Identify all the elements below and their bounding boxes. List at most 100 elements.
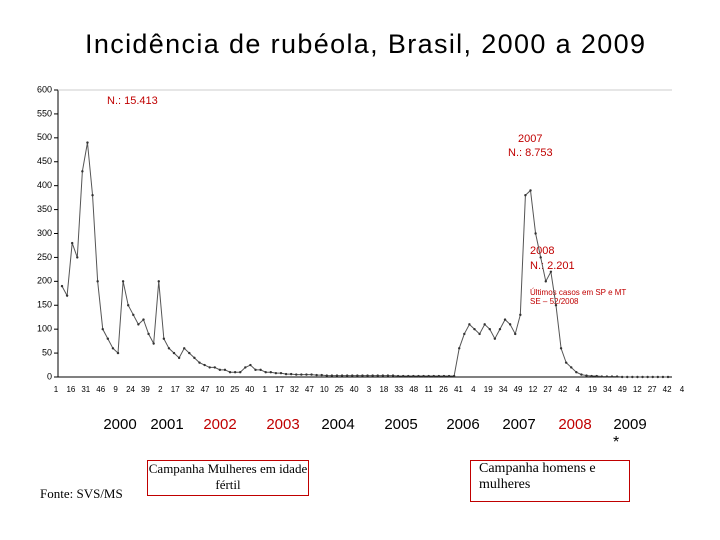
data-point [340, 374, 344, 377]
data-point [452, 374, 456, 378]
data-point [65, 294, 69, 297]
data-point [177, 356, 181, 360]
data-point [183, 347, 186, 350]
y-tick-label: 50 [42, 347, 52, 357]
year-label: 2004 [321, 416, 354, 433]
data-point [529, 189, 532, 192]
x-tick-label: 33 [394, 385, 403, 394]
x-tick-label: 34 [499, 385, 508, 394]
data-point [269, 371, 272, 374]
data-point [127, 304, 130, 307]
data-point [213, 366, 216, 369]
data-point [376, 374, 379, 377]
data-point [239, 371, 242, 374]
data-point [508, 323, 512, 326]
x-tick-label: 4 [575, 385, 580, 394]
data-point [203, 363, 206, 367]
data-point [305, 373, 308, 376]
y-tick-label: 0 [47, 371, 52, 381]
data-point [295, 373, 298, 376]
data-point [580, 373, 583, 376]
x-tick-label: 4 [680, 385, 685, 394]
x-tick-label: 42 [663, 385, 672, 394]
data-point [631, 375, 634, 379]
data-point [132, 313, 135, 317]
year-label: 2000 [103, 416, 136, 433]
data-point [218, 368, 222, 372]
annotation: N.: 2.201 [530, 260, 575, 272]
data-point [585, 374, 588, 377]
data-point [254, 368, 257, 372]
x-tick-label: 27 [543, 385, 552, 394]
data-point [605, 375, 609, 378]
annotation: Últimos casos em SP e MT [530, 288, 626, 297]
chart-title: Incidência de rubéola, Brasil, 2000 a 20… [85, 29, 645, 59]
x-tick-label: 47 [201, 385, 210, 394]
data-point [198, 361, 201, 364]
data-point [575, 371, 578, 374]
data-point [193, 356, 196, 360]
data-point [396, 374, 400, 378]
data-point [401, 374, 405, 378]
data-point [259, 368, 262, 372]
data-point [361, 374, 364, 377]
data-point [427, 374, 430, 378]
annotation: 2007 [518, 133, 542, 145]
data-point [86, 141, 89, 144]
data-point [564, 361, 568, 364]
x-tick-label: 49 [514, 385, 523, 394]
x-tick-label: 46 [96, 385, 105, 394]
y-tick-label: 300 [37, 228, 52, 238]
data-point [137, 323, 140, 326]
x-tick-label: 1 [54, 385, 59, 394]
x-tick-label: 4 [471, 385, 476, 394]
x-tick-label: 1 [262, 385, 267, 394]
data-point [157, 280, 160, 283]
x-tick-label: 12 [633, 385, 642, 394]
data-point [315, 373, 318, 377]
y-tick-label: 450 [37, 156, 52, 166]
year-label: 2001 [150, 416, 183, 433]
year-label: 2009 [613, 416, 646, 433]
annotation: N.: 8.753 [508, 147, 553, 159]
year-label: 2005 [384, 416, 417, 433]
year-note: * [613, 434, 619, 451]
y-tick-label: 100 [37, 324, 52, 334]
data-point [473, 327, 476, 331]
data-point [463, 332, 466, 336]
data-point [366, 374, 369, 377]
x-tick-label: 26 [439, 385, 448, 394]
data-point [330, 374, 334, 377]
data-point [289, 372, 293, 376]
year-label: 2006 [446, 416, 479, 433]
data-point [600, 375, 603, 378]
x-tick-label: 2 [158, 385, 163, 394]
data-point [106, 337, 110, 340]
data-point [595, 374, 598, 378]
campaign-box: Campanha homens e mulheres [470, 460, 630, 502]
data-point [60, 284, 64, 288]
data-point [610, 375, 614, 378]
x-tick-label: 10 [215, 385, 224, 394]
x-tick-label: 3 [367, 385, 372, 394]
source: Fonte: SVS/MS [40, 486, 123, 501]
y-tick-label: 400 [37, 180, 52, 190]
data-point [335, 374, 339, 377]
data-point [493, 337, 497, 340]
data-point [590, 374, 593, 378]
data-point [371, 374, 374, 377]
data-point [101, 327, 104, 331]
data-point [437, 374, 441, 378]
data-point [81, 170, 84, 173]
data-point [325, 374, 329, 377]
y-tick-label: 350 [37, 204, 52, 214]
x-tick-label: 19 [484, 385, 493, 394]
data-point [345, 374, 349, 377]
y-tick-label: 150 [37, 300, 52, 310]
data-point [386, 374, 390, 377]
data-point [351, 374, 354, 377]
data-point [228, 371, 232, 374]
data-point [615, 375, 619, 378]
